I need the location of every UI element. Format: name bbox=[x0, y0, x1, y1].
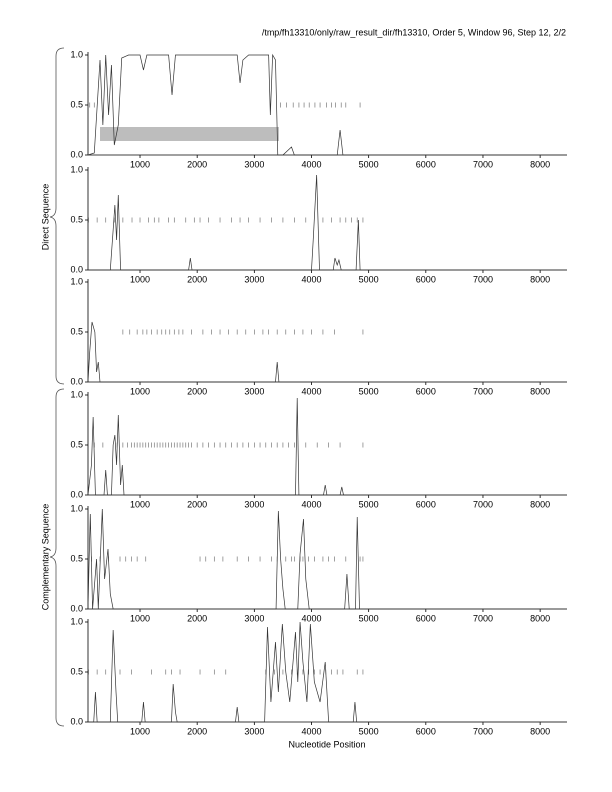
x-tick-label: 5000 bbox=[359, 499, 379, 509]
y-tick-label: 0.5 bbox=[70, 99, 83, 109]
x-tick-label: 6000 bbox=[416, 159, 436, 169]
group-brace bbox=[49, 388, 65, 727]
x-tick-label: 2000 bbox=[187, 499, 207, 509]
x-tick-label: 6000 bbox=[416, 386, 436, 396]
y-tick-label: 0.0 bbox=[70, 603, 83, 613]
y-tick-label: 0.5 bbox=[70, 553, 83, 563]
x-tick-label: 8000 bbox=[530, 613, 550, 623]
trace-line bbox=[88, 174, 567, 271]
x-tick-label: 2000 bbox=[187, 159, 207, 169]
x-tick-label: 4000 bbox=[301, 274, 321, 284]
y-tick-label: 0.0 bbox=[70, 264, 83, 274]
x-tick-label: 3000 bbox=[244, 386, 264, 396]
trace-line bbox=[87, 508, 567, 610]
trace-line bbox=[88, 621, 567, 723]
x-tick-label: 4000 bbox=[301, 159, 321, 169]
x-tick-label: 2000 bbox=[187, 613, 207, 623]
x-tick-label: 2000 bbox=[187, 386, 207, 396]
x-tick-label: 8000 bbox=[530, 274, 550, 284]
x-tick-label: 1000 bbox=[130, 159, 150, 169]
x-tick-label: 2000 bbox=[187, 274, 207, 284]
x-tick-label: 1000 bbox=[130, 499, 150, 509]
x-tick-label: 3000 bbox=[244, 159, 264, 169]
x-tick-label: 7000 bbox=[473, 726, 493, 736]
y-tick-label: 0.5 bbox=[70, 439, 83, 449]
x-tick-label: 1000 bbox=[130, 613, 150, 623]
x-tick-label: 3000 bbox=[244, 274, 264, 284]
y-tick-label: 1.0 bbox=[70, 616, 83, 626]
group-label: Complementary Sequence bbox=[40, 504, 50, 611]
x-tick-label: 5000 bbox=[359, 613, 379, 623]
x-tick-label: 8000 bbox=[530, 159, 550, 169]
y-tick-label: 0.0 bbox=[70, 489, 83, 499]
x-tick-label: 1000 bbox=[130, 274, 150, 284]
y-tick-label: 0.0 bbox=[70, 716, 83, 726]
y-tick-label: 1.0 bbox=[70, 49, 83, 59]
x-tick-label: 5000 bbox=[359, 386, 379, 396]
page-title: /tmp/fh13310/only/raw_result_dir/fh13310… bbox=[262, 27, 566, 37]
y-tick-label: 0.0 bbox=[70, 376, 83, 386]
x-tick-label: 4000 bbox=[301, 386, 321, 396]
y-tick-label: 1.0 bbox=[70, 276, 83, 286]
x-tick-label: 3000 bbox=[244, 726, 264, 736]
x-tick-label: 6000 bbox=[416, 499, 436, 509]
x-axis-label: Nucleotide Position bbox=[288, 739, 365, 749]
x-tick-label: 3000 bbox=[244, 499, 264, 509]
group-label: Direct Sequence bbox=[40, 184, 50, 251]
x-tick-label: 1000 bbox=[130, 386, 150, 396]
x-tick-label: 7000 bbox=[473, 499, 493, 509]
y-tick-label: 1.0 bbox=[70, 503, 83, 513]
x-tick-label: 6000 bbox=[416, 274, 436, 284]
x-tick-label: 8000 bbox=[530, 499, 550, 509]
y-tick-label: 1.0 bbox=[70, 389, 83, 399]
x-tick-label: 5000 bbox=[359, 274, 379, 284]
x-tick-label: 7000 bbox=[473, 613, 493, 623]
x-tick-label: 8000 bbox=[530, 386, 550, 396]
x-tick-label: 4000 bbox=[301, 613, 321, 623]
x-tick-label: 5000 bbox=[359, 726, 379, 736]
x-tick-label: 3000 bbox=[244, 613, 264, 623]
x-tick-label: 7000 bbox=[473, 386, 493, 396]
x-tick-label: 4000 bbox=[301, 726, 321, 736]
x-tick-label: 2000 bbox=[187, 726, 207, 736]
trace-line bbox=[87, 321, 567, 383]
x-tick-label: 7000 bbox=[473, 159, 493, 169]
trace-line bbox=[87, 53, 567, 156]
highlight-region bbox=[100, 127, 279, 141]
y-tick-label: 0.5 bbox=[70, 214, 83, 224]
x-tick-label: 1000 bbox=[130, 726, 150, 736]
y-tick-label: 0.0 bbox=[70, 149, 83, 159]
x-tick-label: 6000 bbox=[416, 726, 436, 736]
trace-line bbox=[87, 397, 567, 496]
x-tick-label: 6000 bbox=[416, 613, 436, 623]
x-tick-label: 8000 bbox=[530, 726, 550, 736]
x-tick-label: 4000 bbox=[301, 499, 321, 509]
y-tick-label: 1.0 bbox=[70, 164, 83, 174]
group-brace bbox=[49, 47, 65, 385]
y-tick-label: 0.5 bbox=[70, 666, 83, 676]
x-tick-label: 7000 bbox=[473, 274, 493, 284]
y-tick-label: 0.5 bbox=[70, 326, 83, 336]
x-tick-label: 5000 bbox=[359, 159, 379, 169]
